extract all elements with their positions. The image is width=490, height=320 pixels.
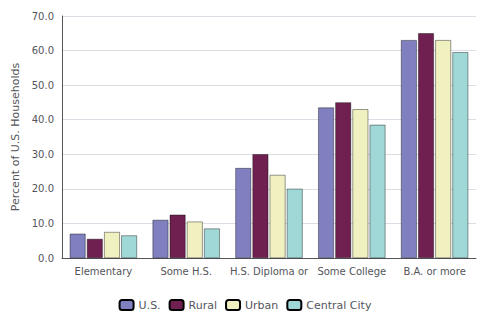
svg-text:Some H.S.: Some H.S. bbox=[160, 266, 212, 277]
svg-text:20.0: 20.0 bbox=[32, 183, 54, 194]
svg-text:40.0: 40.0 bbox=[32, 114, 54, 125]
svg-text:50.0: 50.0 bbox=[32, 80, 54, 91]
svg-text:B.A. or more: B.A. or more bbox=[403, 266, 465, 277]
svg-text:30.0: 30.0 bbox=[32, 149, 54, 160]
svg-text:Urban: Urban bbox=[245, 299, 278, 312]
svg-text:Elementary: Elementary bbox=[75, 266, 133, 277]
svg-text:10.0: 10.0 bbox=[32, 218, 54, 229]
svg-text:70.0: 70.0 bbox=[32, 11, 54, 22]
svg-text:Central City: Central City bbox=[306, 299, 372, 312]
svg-text:Some College: Some College bbox=[317, 266, 386, 277]
svg-text:0.0: 0.0 bbox=[38, 253, 54, 264]
svg-text:Percent of U.S. Households: Percent of U.S. Households bbox=[9, 63, 22, 212]
svg-text:Rural: Rural bbox=[189, 299, 217, 312]
svg-text:60.0: 60.0 bbox=[32, 45, 54, 56]
svg-text:U.S.: U.S. bbox=[139, 299, 161, 312]
svg-text:H.S. Diploma or: H.S. Diploma or bbox=[230, 266, 309, 277]
